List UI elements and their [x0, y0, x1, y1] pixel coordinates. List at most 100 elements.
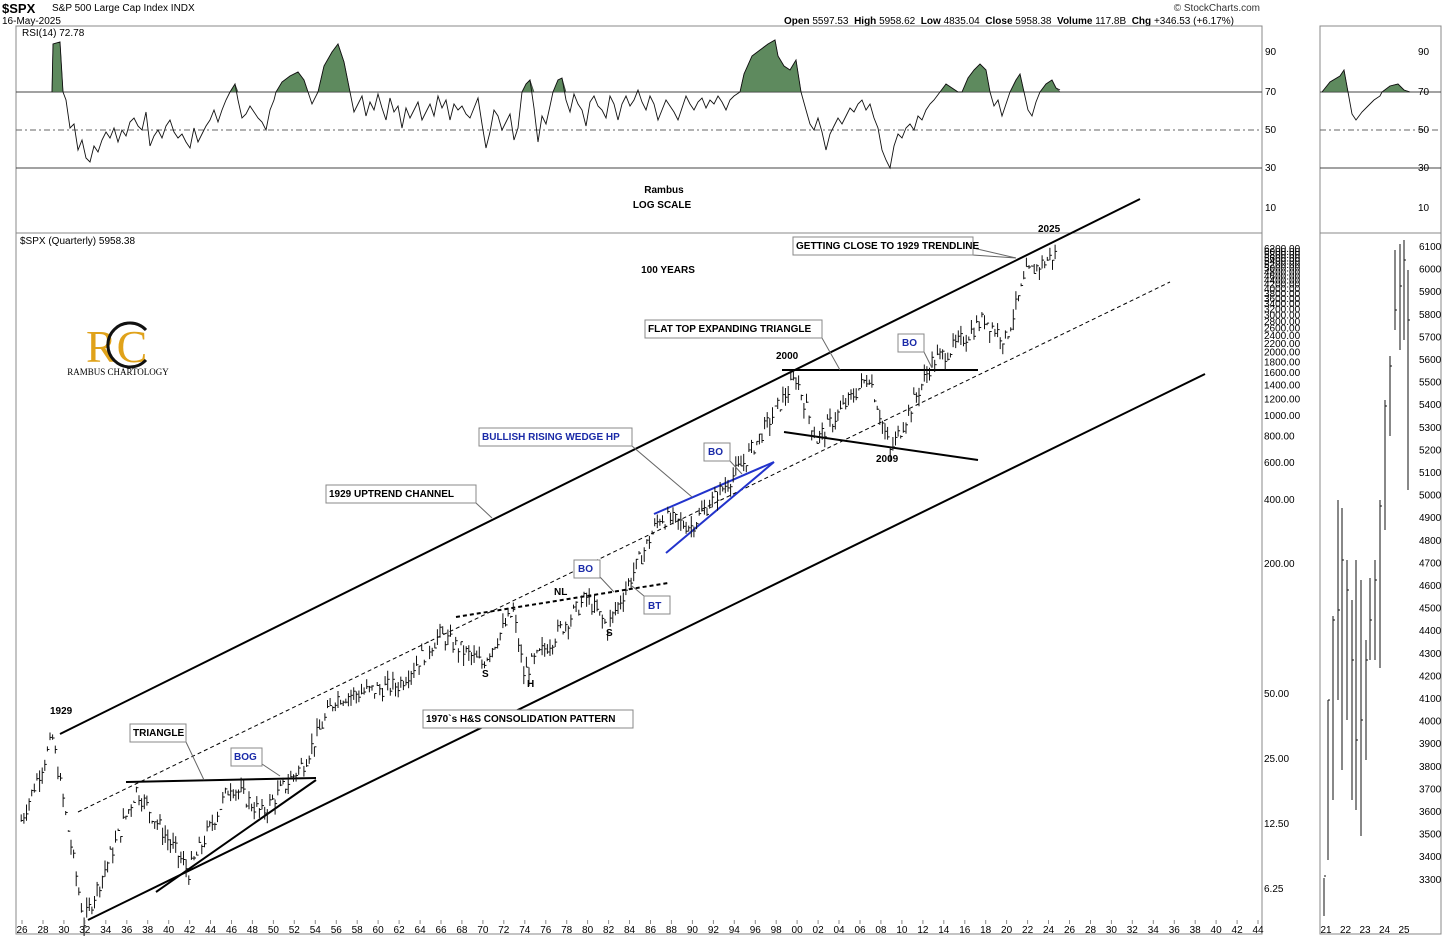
price-x-tick: 02 — [813, 925, 825, 936]
price-y-tick: 2200.00 — [1264, 339, 1301, 350]
price-y-tick: 3600.00 — [1264, 294, 1301, 305]
price-x-tick: 98 — [771, 925, 783, 936]
side-y-tick: 3700 — [1419, 784, 1442, 795]
bo1-text: BO — [578, 564, 593, 575]
price-x-tick: 24 — [1043, 925, 1055, 936]
side-y-tick: 4900 — [1419, 513, 1442, 524]
side-y-tick: 5200 — [1419, 445, 1442, 456]
stockcharts-credit[interactable]: © StockCharts.com — [1173, 3, 1260, 14]
price-x-tick: 32 — [1127, 925, 1139, 936]
triangle-bottom-line — [155, 779, 317, 893]
price-x-tick: 58 — [352, 925, 364, 936]
price-y-tick: 5600.00 — [1264, 253, 1301, 264]
close-value: 5958.38 — [1015, 16, 1052, 27]
logo-c-arc — [106, 321, 148, 369]
price-x-tick: 92 — [708, 925, 720, 936]
price-x-tick: 10 — [896, 925, 908, 936]
price-y-tick: 3200.00 — [1264, 305, 1301, 316]
price-y-tick: 1200.00 — [1264, 394, 1301, 405]
triangle-callout: TRIANGLE — [129, 723, 205, 781]
side-y-tick: 5500 — [1419, 378, 1442, 389]
price-y-tick: 2600.00 — [1264, 324, 1301, 335]
price-y-tick: 3400.00 — [1264, 299, 1301, 310]
side-y-axis: 6100 6000 5900 5800 5700 5600 5500 5400 5300 5200… — [1419, 242, 1442, 886]
chart-date: 16-May-2025 — [2, 16, 61, 27]
price-x-tick: 68 — [456, 925, 468, 936]
price-x-tick: 30 — [1106, 925, 1118, 936]
price-x-tick: 20 — [1001, 925, 1013, 936]
price-bars — [20, 244, 1058, 936]
getting-close-text: GETTING CLOSE TO 1929 TRENDLINE — [796, 241, 980, 252]
side-y-tick: 6000 — [1419, 265, 1442, 276]
side-x-axis: 21 22 23 24 25 — [1320, 925, 1410, 936]
exchange-code: INDX — [170, 3, 195, 14]
bt-callout: BT — [631, 585, 671, 615]
bo2-text: BO — [708, 447, 723, 458]
price-y-tick: 5800.00 — [1264, 250, 1301, 261]
channel-lower-line — [87, 373, 1206, 921]
price-x-tick: 66 — [435, 925, 447, 936]
side-panel-frame — [1319, 25, 1442, 935]
side-x-tick: 21 — [1320, 925, 1332, 936]
log-scale-label: LOG SCALE — [633, 200, 692, 211]
label-s1: S — [482, 669, 489, 680]
triangle-text: TRIANGLE — [133, 728, 184, 739]
hs-text: 1970`s H&S CONSOLIDATION PATTERN — [426, 714, 615, 725]
price-y-tick: 6200.00 — [1264, 244, 1301, 255]
bt-text: BT — [648, 601, 661, 612]
side-y-tick: 5400 — [1419, 400, 1442, 411]
price-x-tick: 22 — [1022, 925, 1034, 936]
side-y-tick: 5600 — [1419, 355, 1442, 366]
bullish-wedge-callout: BULLISH RISING WEDGE HP — [478, 427, 693, 498]
price-x-tick: 78 — [561, 925, 573, 936]
side-y-tick: 4100 — [1419, 694, 1442, 705]
price-x-tick: 28 — [37, 925, 49, 936]
side-y-tick: 3400 — [1419, 852, 1442, 863]
flat-top-text: FLAT TOP EXPANDING TRIANGLE — [648, 324, 811, 335]
main-panel-frame — [15, 25, 1263, 935]
side-x-tick: 25 — [1398, 925, 1410, 936]
side-y-tick: 4800 — [1419, 536, 1442, 547]
price-x-tick: 42 — [1232, 925, 1244, 936]
price-y-tick: 5200.00 — [1264, 260, 1301, 271]
getting-close-callout: GETTING CLOSE TO 1929 TRENDLINE — [792, 236, 1017, 259]
price-x-tick: 40 — [1211, 925, 1223, 936]
side-y-tick: 4000 — [1419, 717, 1442, 728]
rambus-logo: RC RAMBUS CHARTOLOGY — [67, 321, 169, 377]
side-y-tick: 4600 — [1419, 581, 1442, 592]
chg-value: +346.53 (+6.17%) — [1153, 16, 1234, 27]
side-y-tick: 4200 — [1419, 671, 1442, 682]
price-x-tick: 90 — [687, 925, 699, 936]
side-y-tick: 5800 — [1419, 310, 1442, 321]
side-rsi-tick-90: 90 — [1418, 47, 1430, 58]
price-x-tick: 60 — [373, 925, 385, 936]
price-y-tick: 1000.00 — [1264, 411, 1301, 422]
price-x-tick: 74 — [519, 925, 531, 936]
price-x-tick: 38 — [142, 925, 154, 936]
price-y-tick: 1400.00 — [1264, 380, 1301, 391]
price-y-tick: 25.00 — [1264, 754, 1289, 765]
flat-top-callout: FLAT TOP EXPANDING TRIANGLE — [644, 319, 841, 371]
expanding-bottom-line — [783, 431, 979, 461]
price-x-tick: 88 — [666, 925, 678, 936]
low-label: Low — [920, 16, 941, 27]
label-1929: 1929 — [50, 706, 73, 717]
side-rsi-tick-70: 70 — [1418, 87, 1430, 98]
side-y-tick: 5900 — [1419, 287, 1442, 298]
price-x-tick: 96 — [750, 925, 762, 936]
price-y-tick: 6.25 — [1264, 884, 1284, 895]
price-y-tick: 4800.00 — [1264, 267, 1301, 278]
price-x-tick: 52 — [289, 925, 301, 936]
years-label: 100 YEARS — [641, 265, 695, 276]
uptrend-channel-text: 1929 UPTREND CHANNEL — [329, 489, 454, 500]
price-x-tick: 34 — [1148, 925, 1160, 936]
bullish-wedge-text: BULLISH RISING WEDGE HP — [482, 432, 620, 443]
label-2009: 2009 — [876, 454, 899, 465]
rsi-label: RSI(14) 72.78 — [22, 28, 85, 39]
price-x-tick: 50 — [268, 925, 280, 936]
bo-callout-1: BO — [573, 559, 615, 593]
side-y-tick: 4400 — [1419, 626, 1442, 637]
channel-mid-line — [77, 281, 1171, 813]
bo-callout-2: BO — [703, 442, 743, 475]
